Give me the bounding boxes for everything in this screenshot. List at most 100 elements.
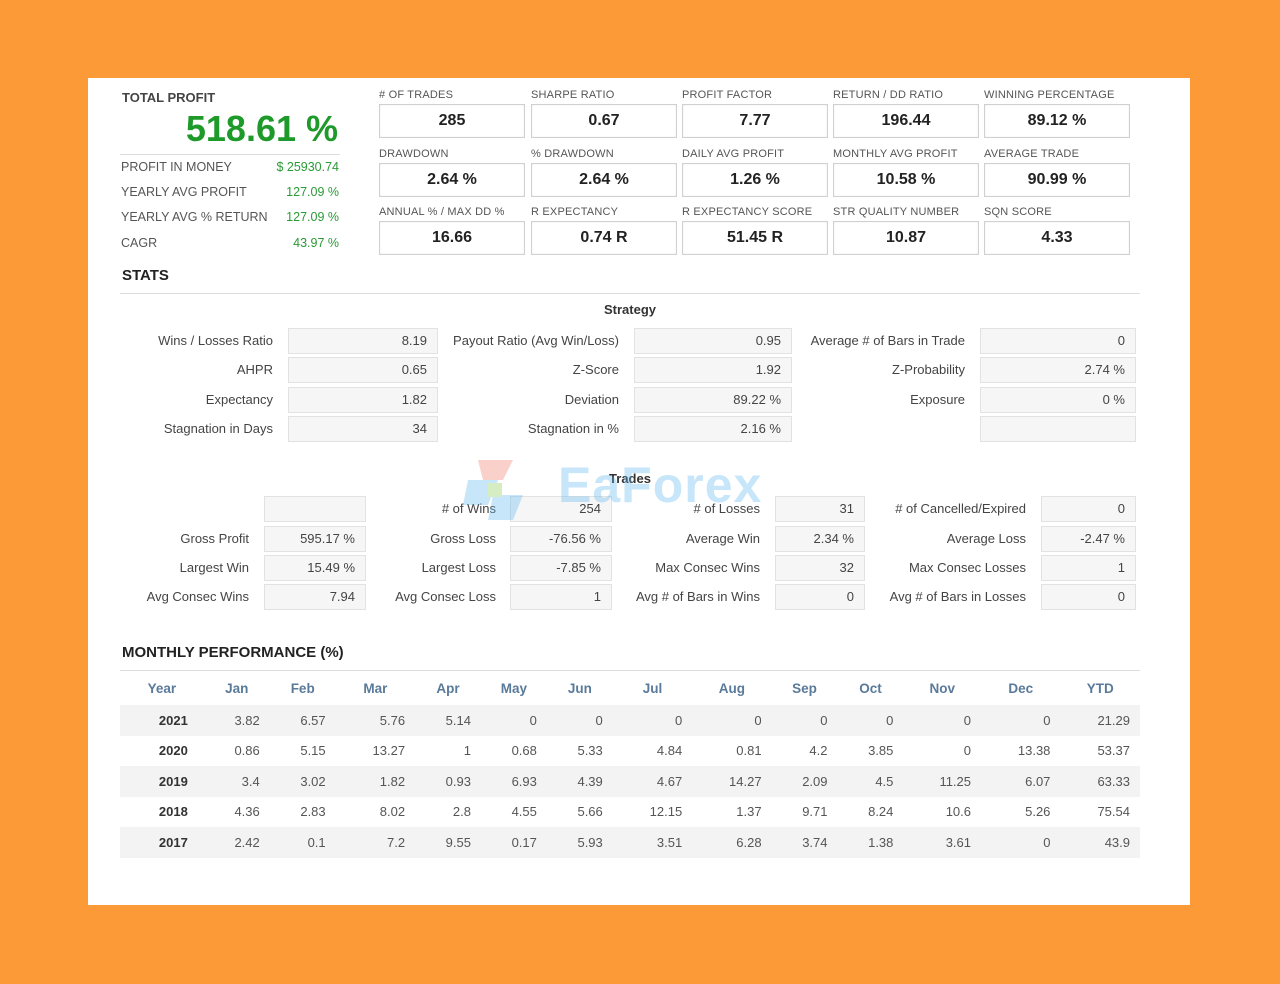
stat-label: Exposure <box>910 392 965 407</box>
table-cell: 0.86 <box>234 743 260 759</box>
table-cell: 10.6 <box>945 804 972 820</box>
column-header: Oct <box>859 680 882 696</box>
metric-label: R EXPECTANCY <box>531 206 619 218</box>
metric-average-trade: AVERAGE TRADE 90.99 % <box>984 148 1130 197</box>
table-cell: 4.5 <box>837 766 904 797</box>
column-header: Jun <box>567 680 592 696</box>
trade-value: -2.47 % <box>1041 526 1136 552</box>
column-header: May <box>500 680 528 696</box>
table-cell: 6.07 <box>981 766 1061 797</box>
trade-value: -7.85 % <box>510 555 612 581</box>
row-value: 127.09 % <box>286 210 339 224</box>
stat-label: Z-Probability <box>892 362 965 377</box>
metric-daily-avg-profit: DAILY AVG PROFIT 1.26 % <box>682 148 828 197</box>
table-cell: 0.17 <box>480 827 547 858</box>
table-cell: 4.36 <box>234 804 260 820</box>
table-cell: 3.4 <box>203 766 270 797</box>
table-cell: 0.68 <box>511 743 537 759</box>
trade-label: Avg # of Bars in Wins <box>635 589 760 604</box>
table-cell: 53.37 <box>1097 743 1130 759</box>
metric-monthly-avg-profit: MONTHLY AVG PROFIT 10.58 % <box>833 148 979 197</box>
trade-label: # of Losses <box>693 501 761 516</box>
trade-label: Max Consec Losses <box>908 560 1026 575</box>
stat-value: 1.92 <box>634 357 792 383</box>
trade-value: 2.34 % <box>775 526 865 552</box>
metric-value: 89.12 % <box>984 104 1130 138</box>
column-header: Nov <box>929 680 955 696</box>
table-cell: 7.2 <box>335 827 416 858</box>
metric-value: 4.33 <box>984 221 1130 255</box>
trade-value: 15.49 % <box>264 555 366 581</box>
metric-label: % DRAWDOWN <box>531 148 614 160</box>
metric-value: 90.99 % <box>984 163 1130 197</box>
year-cell: 2017 <box>120 827 204 858</box>
metric-value: 2.64 % <box>379 163 525 197</box>
metric-value: 10.87 <box>833 221 979 255</box>
table-cell: 1.82 <box>335 766 416 797</box>
table-body: 2021 3.82 6.57 5.76 5.14 0 0 0 0 0 0 0 0 21.29 2020 0.8… <box>120 705 1140 858</box>
metric-label: # OF TRADES <box>379 89 454 101</box>
profit-in-money-row: PROFIT IN MONEY $ 25930.74 <box>121 157 339 177</box>
metric-label: ANNUAL % / MAX DD % <box>379 206 505 218</box>
table-cell: 6.93 <box>480 766 547 797</box>
table-cell: 5.26 <box>1025 804 1051 820</box>
table-cell: 0.93 <box>415 766 481 797</box>
trade-label: Average Win <box>685 531 760 546</box>
stat-label: Stagnation in Days <box>163 421 273 436</box>
metric-value: 16.66 <box>379 221 525 255</box>
trade-value: 1 <box>510 584 612 610</box>
trade-label: Max Consec Wins <box>655 560 760 575</box>
table-cell: 3.02 <box>269 766 336 797</box>
metric-value: 196.44 <box>833 104 979 138</box>
trade-value: 7.94 <box>264 584 366 610</box>
metric-label: DRAWDOWN <box>379 148 449 160</box>
metric-label: AVERAGE TRADE <box>984 148 1080 160</box>
cagr-row: CAGR 43.97 % <box>121 233 339 253</box>
monthly-performance-title: MONTHLY PERFORMANCE (%) <box>122 644 344 661</box>
metric-label: R EXPECTANCY SCORE <box>682 206 813 218</box>
year-cell: 2021 <box>120 705 204 736</box>
table-cell: 0 <box>963 743 972 759</box>
metric-annual-max-dd: ANNUAL % / MAX DD % 16.66 <box>379 206 525 255</box>
trade-value: 1 <box>1041 555 1136 581</box>
total-profit-value: 518.61 % <box>185 108 338 149</box>
stat-value: 89.22 % <box>634 387 792 413</box>
metric-value: 2.64 % <box>531 163 677 197</box>
trade-value: 0 <box>1041 496 1136 522</box>
year-cell: 2020 <box>158 743 188 759</box>
table-cell: 1 <box>463 743 471 759</box>
metric-value: 10.58 % <box>833 163 979 197</box>
column-header: Dec <box>1008 680 1034 696</box>
table-cell: 3.51 <box>612 827 693 858</box>
monthly-performance-table: Year Jan Feb Mar Apr May Jun Jul Aug Sep… <box>120 671 1140 858</box>
stats-title: STATS <box>122 267 169 284</box>
row-value: 127.09 % <box>286 185 339 199</box>
stat-value-empty <box>980 416 1136 442</box>
table-cell: 12.15 <box>649 804 683 820</box>
table-cell: 4.2 <box>809 743 828 759</box>
table-cell: 5.93 <box>546 827 613 858</box>
table-row: 2021 3.82 6.57 5.76 5.14 0 0 0 0 0 0 0 0 21.29 <box>120 705 1140 736</box>
metric-drawdown: DRAWDOWN 2.64 % <box>379 148 525 197</box>
table-cell: 0 <box>546 705 613 736</box>
stat-value: 8.19 <box>288 328 438 354</box>
column-header: Apr <box>436 680 460 696</box>
stat-label: Average # of Bars in Trade <box>810 333 965 348</box>
trades-title: Trades <box>609 471 651 486</box>
trade-value: 31 <box>775 496 865 522</box>
table-cell: 4.39 <box>546 766 613 797</box>
column-header: Mar <box>363 680 388 696</box>
table-cell: 14.27 <box>692 766 772 797</box>
table-cell: 6.28 <box>692 827 772 858</box>
year-cell: 2019 <box>120 766 204 797</box>
table-cell: 5.33 <box>577 743 603 759</box>
trade-label: # of Wins <box>441 501 496 516</box>
table-cell: 43.9 <box>1060 827 1140 858</box>
metric-value: 285 <box>379 104 525 138</box>
table-cell: 3.74 <box>771 827 838 858</box>
stat-value: 2.74 % <box>980 357 1136 383</box>
table-cell: 63.33 <box>1060 766 1140 797</box>
row-label: YEARLY AVG % RETURN <box>121 210 268 224</box>
stat-value: 0 % <box>980 387 1136 413</box>
year-cell: 2018 <box>158 804 188 820</box>
